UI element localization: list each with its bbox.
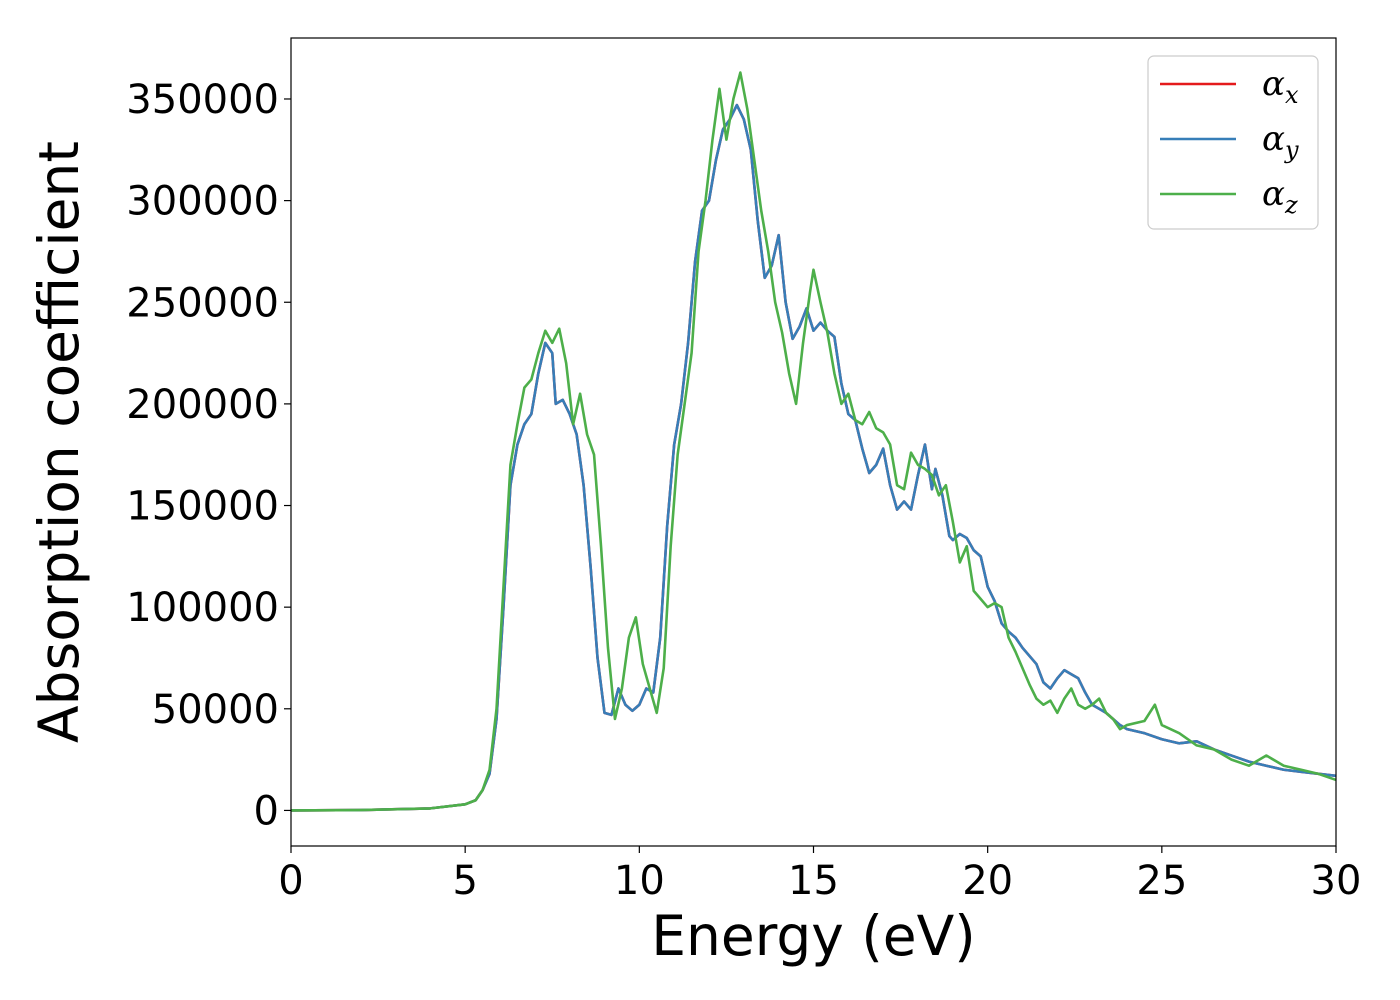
- y-tick-label: 350000: [126, 77, 279, 123]
- x-axis-ticks: 0 5 10 15 20 25 30: [278, 846, 1361, 904]
- y-axis-title: Absorption coefficient: [27, 141, 91, 743]
- x-tick-label: 5: [452, 858, 477, 904]
- x-tick-label: 25: [1136, 858, 1187, 904]
- legend-subscript: y: [1284, 136, 1299, 164]
- legend-subscript: z: [1284, 191, 1298, 219]
- legend-symbol: α: [1262, 64, 1285, 104]
- legend-label-x: αx: [1262, 64, 1299, 109]
- series-layer: [291, 71, 1336, 812]
- legend-subscript: x: [1285, 81, 1299, 109]
- legend-label-z: αz: [1262, 174, 1298, 219]
- x-axis-title: Energy (eV): [651, 904, 975, 968]
- legend-label-y: αy: [1262, 119, 1299, 164]
- y-tick-label: 0: [254, 788, 279, 834]
- legend-symbol: α: [1262, 119, 1285, 159]
- x-tick-label: 0: [278, 858, 303, 904]
- legend-symbol: α: [1262, 174, 1285, 214]
- y-tick-label: 150000: [126, 484, 279, 530]
- x-tick-label: 10: [614, 858, 665, 904]
- x-tick-label: 20: [962, 858, 1013, 904]
- x-tick-label: 30: [1311, 858, 1362, 904]
- series-line-z: [291, 71, 1336, 812]
- legend-box: [1147, 55, 1319, 230]
- x-tick-label: 15: [788, 858, 839, 904]
- y-tick-label: 300000: [126, 179, 279, 225]
- y-tick-label: 200000: [126, 382, 279, 428]
- y-tick-label: 100000: [126, 585, 279, 631]
- y-tick-label: 50000: [152, 687, 279, 733]
- y-tick-label: 250000: [126, 280, 279, 326]
- y-axis-ticks: 0 50000 100000 150000 200000 250000 300000 3500…: [126, 77, 291, 834]
